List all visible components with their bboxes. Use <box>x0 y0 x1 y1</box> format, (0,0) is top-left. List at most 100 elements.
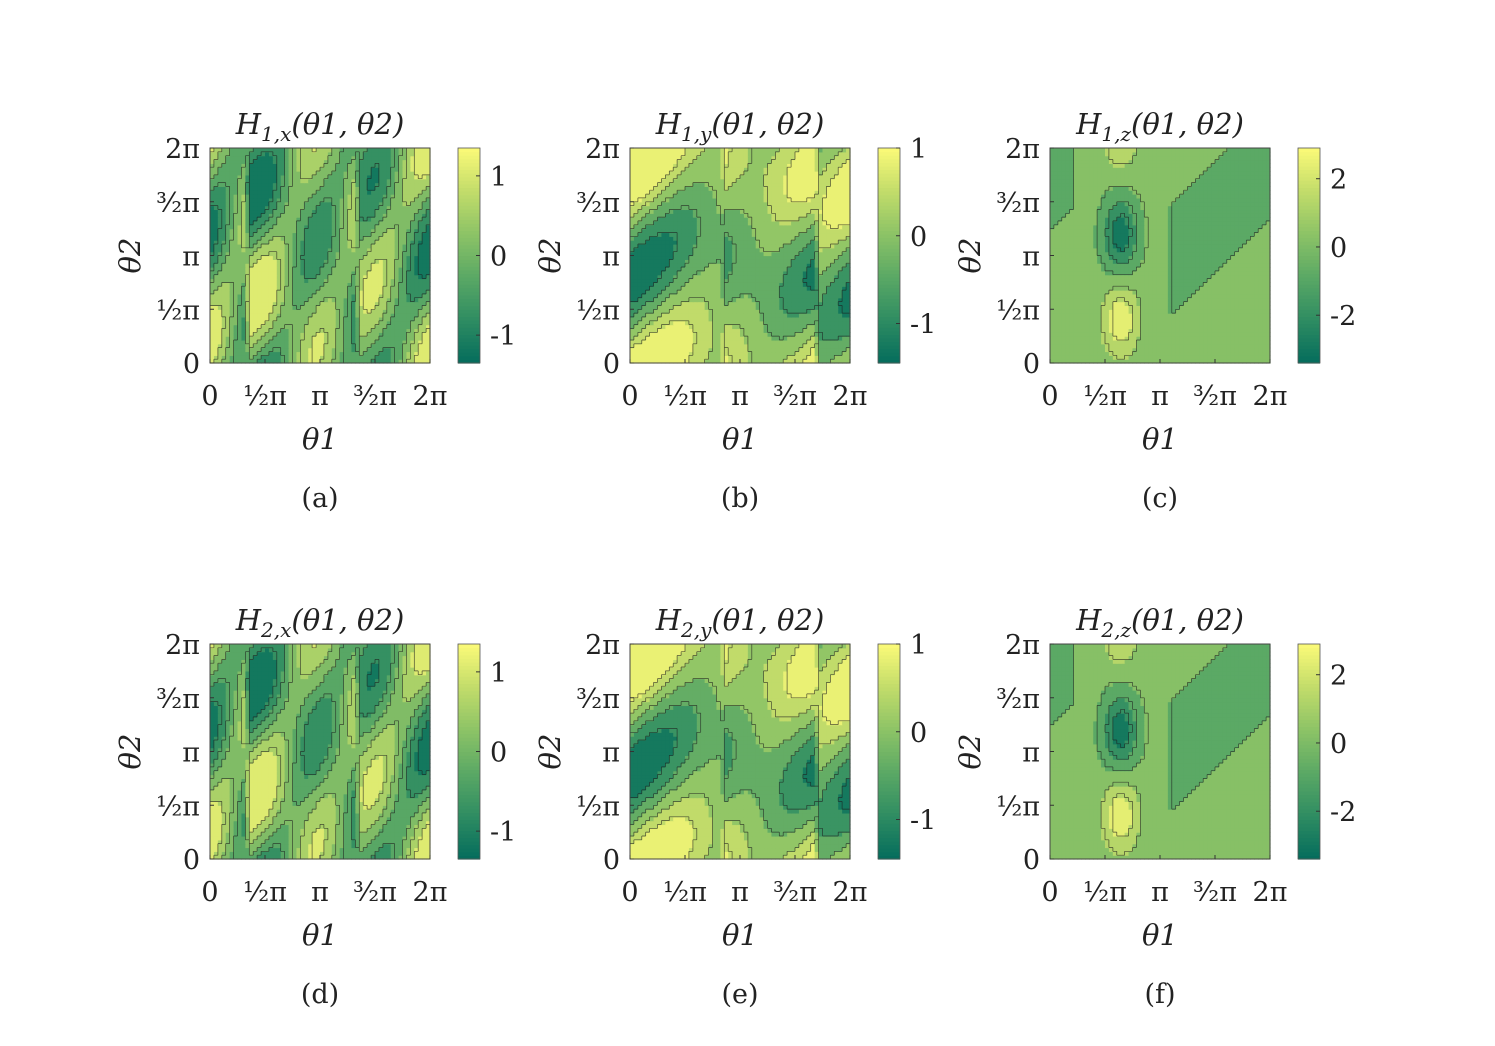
contour-cell <box>688 255 694 260</box>
contour-cell <box>221 255 227 260</box>
contour-cell <box>394 205 400 211</box>
contour-cell <box>673 255 678 260</box>
contour-cell <box>261 159 266 164</box>
contour-cell <box>740 243 745 249</box>
contour-cell <box>253 347 258 353</box>
contour-cell <box>712 324 718 330</box>
contour-cell <box>830 313 835 318</box>
contour-cell <box>728 309 733 314</box>
contour-cell <box>308 194 313 199</box>
contour-cell <box>410 286 415 291</box>
contour-cell <box>308 247 313 253</box>
colorbar-swatch <box>458 223 480 228</box>
contour-cell <box>795 247 800 253</box>
contour-cell <box>414 297 419 303</box>
contour-cell <box>818 336 824 341</box>
contour-cell <box>343 328 349 333</box>
contour-cell <box>842 263 847 268</box>
contour-cell <box>351 151 356 157</box>
contour-cell <box>755 320 761 326</box>
contour-cell <box>229 286 235 291</box>
contour-cell <box>237 255 243 260</box>
contour-cell <box>288 255 294 260</box>
contour-cell <box>371 194 376 199</box>
contour-cell <box>386 243 392 249</box>
contour-cell <box>751 270 757 276</box>
colorbar-swatch <box>458 176 480 181</box>
contour-cell <box>213 278 219 283</box>
contour-cell <box>261 148 266 153</box>
contour-cell <box>657 305 663 310</box>
contour-cell <box>386 309 392 314</box>
contour-cell <box>261 236 266 241</box>
contour-cell <box>292 186 298 191</box>
contour-cell <box>268 247 274 253</box>
contour-cell <box>728 351 733 356</box>
contour-cell <box>367 174 372 180</box>
contour-cell <box>367 270 372 276</box>
contour-cell <box>229 201 235 207</box>
contour-cell <box>249 201 254 207</box>
contour-cell <box>802 286 808 291</box>
contour-cell <box>802 278 808 283</box>
contour-cell <box>292 247 298 253</box>
contour-cell <box>747 247 753 253</box>
contour-cell <box>245 240 250 245</box>
contour-cell <box>382 205 388 211</box>
contour-cell <box>677 309 682 314</box>
contour-cell <box>740 251 745 257</box>
contour-cell <box>649 316 655 322</box>
contour-cell <box>351 301 356 307</box>
contour-cell <box>225 332 231 337</box>
contour-cell <box>798 343 804 349</box>
contour-cell <box>257 267 262 272</box>
contour-cell <box>661 332 666 337</box>
contour-cell <box>253 309 258 314</box>
contour-cell <box>213 282 219 287</box>
contour-cell <box>791 328 796 333</box>
contour-cell <box>323 274 329 280</box>
contour-cell <box>630 251 635 257</box>
contour-cell <box>221 359 227 364</box>
contour-cell <box>265 171 270 176</box>
contour-cell <box>712 328 718 333</box>
contour-cell <box>343 228 349 234</box>
contour-cell <box>339 324 345 330</box>
contour-cell <box>296 228 301 234</box>
contour-cell <box>740 247 745 253</box>
contour-cell <box>810 320 816 326</box>
contour-cell <box>732 305 737 310</box>
contour-cell <box>241 224 246 230</box>
contour-cell <box>633 267 639 272</box>
contour-cell <box>390 255 396 260</box>
contour-cell <box>822 293 828 299</box>
contour-cell <box>221 324 227 330</box>
contour-cell <box>312 293 317 299</box>
contour-cell <box>657 278 663 283</box>
contour-cell <box>323 190 329 195</box>
contour-cell <box>838 359 843 364</box>
contour-cell <box>300 178 305 184</box>
contour-cell <box>284 213 290 218</box>
contour-cell <box>221 339 227 345</box>
contour-cell <box>343 159 349 164</box>
contour-cell <box>245 274 250 280</box>
contour-cell <box>221 313 227 318</box>
contour-cell <box>759 328 765 333</box>
contour-cell <box>272 347 278 353</box>
contour-cell <box>347 290 353 295</box>
contour-cell <box>221 243 227 249</box>
contour-cell <box>673 247 678 253</box>
contour-cell <box>838 316 843 322</box>
contour-cell <box>700 247 706 253</box>
contour-cell <box>249 171 254 176</box>
contour-cell <box>406 290 411 295</box>
contour-cell <box>257 274 262 280</box>
contour-cell <box>280 278 286 283</box>
contour-cell <box>724 359 729 364</box>
contour-cell <box>724 240 729 245</box>
contour-cell <box>410 205 415 211</box>
contour-cell <box>681 324 686 330</box>
contour-cell <box>304 167 309 172</box>
contour-cell <box>677 282 682 287</box>
